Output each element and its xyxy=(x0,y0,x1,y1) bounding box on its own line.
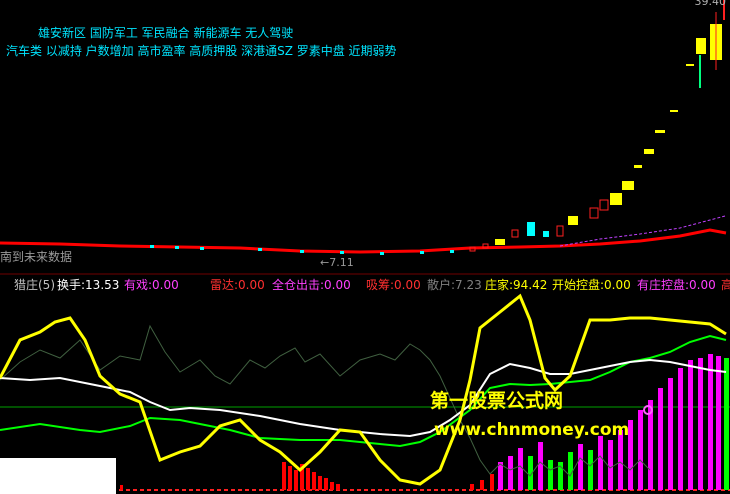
ma-line-red xyxy=(0,228,727,254)
indicator-item-3: 全仓出击:0.00 xyxy=(272,276,351,293)
indicator-item-6: 庄家:94.42 xyxy=(485,276,547,293)
indicator-item-value: 0.00 xyxy=(238,278,265,292)
indicator-name[interactable]: 猎庄(5) xyxy=(14,278,55,292)
low-price-label: ←7.11 xyxy=(320,256,354,269)
indicator-item-8: 有庄控盘:0.00 xyxy=(637,276,716,293)
indicator-item-label: 高 xyxy=(721,278,730,292)
sanhu-line xyxy=(0,324,651,477)
indicator-item-value: 0.00 xyxy=(689,278,716,292)
zhuangjia-line xyxy=(0,293,727,486)
indicator-item-label: 有庄控盘: xyxy=(637,278,690,292)
blank-panel xyxy=(0,458,116,494)
indicator-item-label: 开始控盘: xyxy=(552,278,605,292)
concept-tags-line1: 雄安新区 国防军工 军民融合 新能源车 无人驾驶 xyxy=(38,26,294,40)
magenta-green-bars xyxy=(498,354,729,490)
price-candles xyxy=(150,0,725,255)
indicator-header: 猎庄(5) 换手:13.53 有戏:0.00 雷达:0.00 全仓出击:0.00… xyxy=(0,276,730,292)
concept-tags-line2: 汽车类 以减持 户数增加 高市盈率 高质押股 深港通SZ 罗素中盘 近期弱势 xyxy=(6,44,397,58)
watermark-url: www.chnmoney.com xyxy=(434,420,630,440)
red-bars xyxy=(120,462,494,490)
ma-line-purple xyxy=(559,215,726,247)
indicator-item-label: 换手: xyxy=(57,278,86,292)
indicator-item-2: 雷达:0.00 xyxy=(210,276,265,293)
indicator-item-9: 高 xyxy=(721,276,730,293)
watermark-cn: 第一股票公式网 xyxy=(430,390,564,412)
price-high-label: 39.40 xyxy=(694,0,727,8)
indicator-item-0: 换手:13.53 xyxy=(57,276,119,293)
indicator-item-value: 0.00 xyxy=(394,278,421,292)
indicator-item-value: 0.00 xyxy=(324,278,351,292)
indicator-item-value: 94.42 xyxy=(513,278,548,292)
indicator-item-5: 散户:7.23 xyxy=(427,276,482,293)
indicator-item-value: 0.00 xyxy=(152,278,179,292)
indicator-item-label: 庄家: xyxy=(485,278,514,292)
indicator-item-label: 有戏: xyxy=(124,278,153,292)
indicator-item-value: 0.00 xyxy=(604,278,631,292)
indicator-item-value: 7.23 xyxy=(455,278,482,292)
signal-marker xyxy=(643,405,653,415)
indicator-item-7: 开始控盘:0.00 xyxy=(552,276,631,293)
indicator-item-4: 吸筹:0.00 xyxy=(366,276,421,293)
white-line xyxy=(0,358,727,438)
future-data-label: 南到未来数据 xyxy=(0,250,73,264)
indicator-item-1: 有戏:0.00 xyxy=(124,276,179,293)
indicator-item-label: 雷达: xyxy=(210,278,239,292)
indicator-item-label: 吸筹: xyxy=(366,278,395,292)
indicator-item-label: 散户: xyxy=(427,278,456,292)
indicator-item-value: 13.53 xyxy=(85,278,120,292)
indicator-item-label: 全仓出击: xyxy=(272,278,325,292)
